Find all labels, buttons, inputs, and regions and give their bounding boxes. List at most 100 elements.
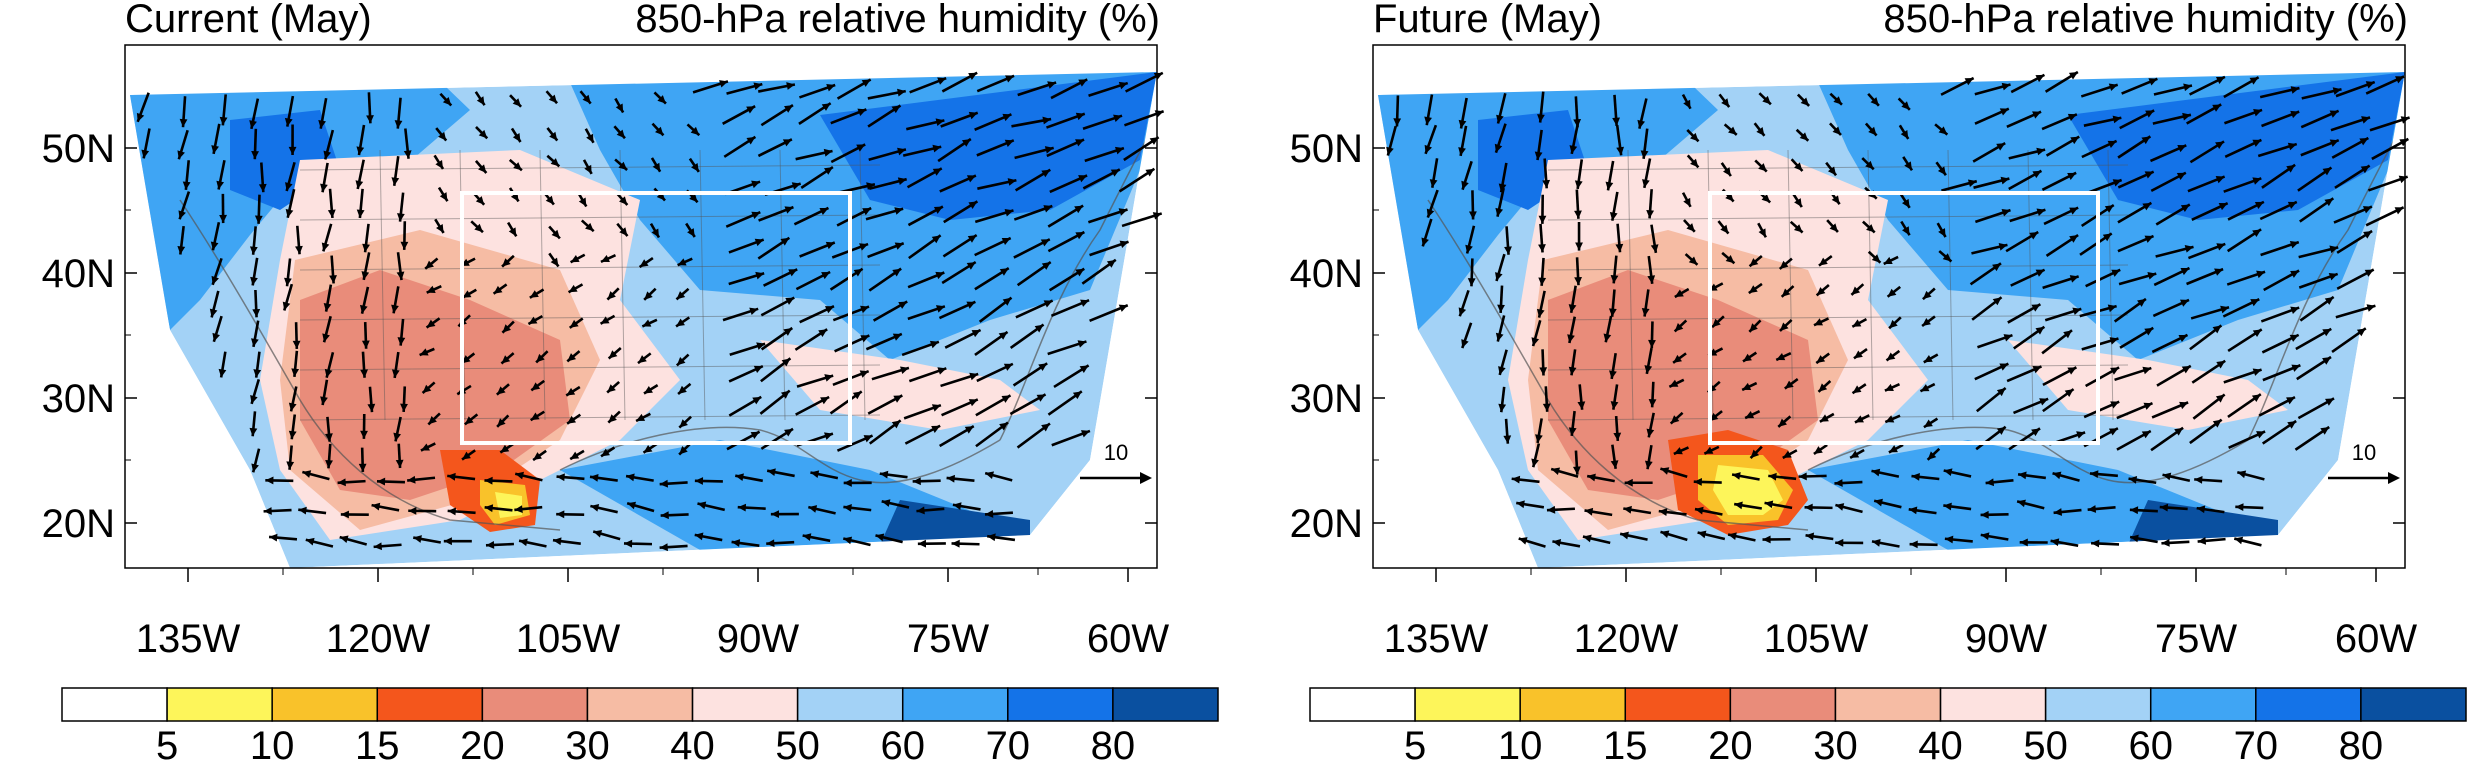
wind-vector-head	[2176, 172, 2186, 180]
wind-vector-head	[1003, 363, 1013, 371]
wind-vector-head	[1608, 308, 1617, 317]
wind-vector-head	[373, 542, 382, 551]
wind-vector-head	[475, 196, 485, 205]
wind-vector-head	[2328, 272, 2338, 281]
wind-vector-head	[2017, 499, 2026, 508]
wind-vector-head	[323, 302, 332, 312]
wind-vector-head	[566, 387, 576, 396]
wind-vector-head	[1778, 418, 1787, 427]
wind-vector-head	[2395, 76, 2405, 84]
colorbar-swatch	[2149, 687, 2257, 722]
wind-vector-head	[818, 329, 828, 337]
wind-vector-head	[2182, 112, 2191, 121]
wind-vector-head	[1616, 146, 1624, 156]
colorbar-label: 70	[2234, 724, 2279, 766]
wind-vector-head	[2254, 201, 2264, 209]
wind-vector-head	[2174, 427, 2184, 436]
wind-vector-head	[2087, 505, 2097, 513]
wind-vector-head	[478, 129, 488, 139]
wind-vector-head	[2142, 366, 2152, 375]
latitude-axis: 50N 40N 30N 20N	[42, 127, 1157, 546]
wind-vector-head	[394, 120, 403, 129]
wind-vector-head	[1080, 430, 1090, 438]
wind-vector-head	[2324, 296, 2334, 305]
wind-vector-head	[2137, 298, 2146, 307]
wind-vector-head	[1153, 72, 1163, 80]
colorbar-swatch	[586, 687, 694, 722]
colorbar-label: 50	[2023, 724, 2067, 766]
wind-vector-head	[182, 181, 191, 190]
colorbar-label: 40	[670, 724, 715, 766]
wind-vector-head	[2031, 428, 2041, 437]
wind-vector-head	[1901, 198, 1910, 208]
wind-vector-head	[462, 290, 472, 298]
wind-vector-head	[1498, 366, 1506, 375]
colorbar-swatch	[691, 687, 799, 722]
wind-vector-head	[1467, 278, 1476, 287]
wind-vector-head	[252, 309, 261, 318]
wind-vector-head	[298, 506, 307, 515]
wind-vector-head	[2069, 235, 2079, 243]
wind-vector-head	[291, 368, 300, 377]
wind-vector-head	[881, 499, 891, 507]
wind-vector-head	[1424, 144, 1432, 154]
wind-vector-head	[1538, 277, 1547, 286]
wind-vector-head	[639, 259, 649, 268]
colorbar-swatch	[481, 687, 589, 722]
wind-vector-head	[1660, 530, 1670, 538]
wind-vector-head	[497, 418, 506, 427]
wind-vector-head	[694, 532, 704, 541]
wind-vector-head	[933, 206, 943, 214]
wind-vector-head	[2070, 136, 2080, 145]
wind-vector-head	[530, 412, 540, 421]
wind-vector-head	[1784, 380, 1794, 389]
wind-vector-head	[1996, 388, 2006, 397]
state-boundary	[299, 314, 881, 321]
lat-tick-label: 30N	[1290, 377, 1363, 421]
wind-vector-head	[1693, 478, 1702, 486]
wind-vector-head	[249, 120, 257, 129]
wind-vector-head	[1536, 308, 1545, 318]
wind-vector-head	[250, 276, 258, 286]
wind-vector-head	[2112, 179, 2122, 187]
wind-vector-head	[2361, 116, 2371, 124]
reference-vector-label: 10	[2352, 440, 2376, 465]
wind-vector-head	[1495, 207, 1504, 217]
wind-vector-head	[861, 79, 871, 87]
wind-vector-head	[1992, 263, 2001, 272]
wind-vector-head	[2366, 304, 2376, 312]
wind-vector-head	[2001, 82, 2011, 91]
wind-vector-head	[340, 510, 349, 519]
lon-tick-label: 75W	[907, 617, 989, 661]
wind-vector-head	[211, 145, 219, 154]
wind-vector-head	[2069, 207, 2079, 215]
wind-vector-head	[1072, 391, 1082, 400]
wind-vector-head	[258, 183, 267, 193]
wind-vector-head	[484, 504, 494, 513]
wind-vector-head	[295, 245, 303, 255]
wind-vector-head	[2110, 401, 2120, 409]
wind-vector-head	[284, 277, 292, 287]
wind-vector-head	[570, 255, 580, 263]
humidity-zone-caribbean	[2128, 500, 2278, 545]
wind-vector-head	[937, 367, 947, 375]
wind-vector-head	[1498, 403, 1507, 413]
wind-vector-head	[251, 463, 259, 473]
wind-vector-head	[251, 338, 259, 347]
wind-vector-head	[676, 291, 686, 300]
wind-vector-head	[2290, 110, 2300, 119]
wind-vector-head	[442, 96, 452, 106]
wind-vector-head	[1793, 224, 1803, 233]
wind-vector-head	[1762, 95, 1771, 105]
wind-vector-head	[355, 180, 364, 189]
wind-vector-head	[2235, 503, 2244, 512]
wind-vector-head	[359, 304, 368, 314]
wind-vector-head	[1609, 212, 1618, 221]
wind-vector-head	[548, 94, 558, 104]
wind-vector-head	[339, 535, 349, 544]
wind-vector-head	[1674, 323, 1684, 332]
wind-vector-head	[318, 120, 326, 129]
wind-vector-head	[2029, 232, 2039, 240]
wind-vector-head	[1041, 262, 1051, 270]
wind-vector-head	[2356, 328, 2366, 337]
